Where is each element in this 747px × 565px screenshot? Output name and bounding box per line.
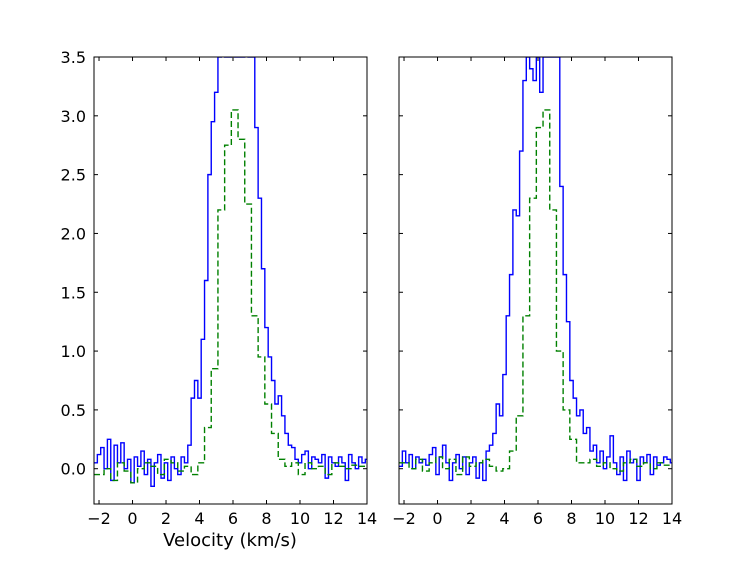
- x-tick-label: 12: [628, 509, 648, 528]
- y-tick-label: 2.0: [61, 224, 86, 243]
- x-tick-label: 8: [261, 509, 271, 528]
- y-tick-label: 0.0: [61, 460, 86, 479]
- x-tick-label: −2: [392, 509, 416, 528]
- x-tick-label: 2: [161, 509, 171, 528]
- x-tick-label: 4: [194, 509, 204, 528]
- plot-frame: [398, 56, 673, 505]
- y-tick-label: 1.0: [61, 342, 86, 361]
- x-tick-label: 6: [228, 509, 238, 528]
- x-tick-label: 8: [566, 509, 576, 528]
- x-tick-label: 12: [323, 509, 343, 528]
- plot-frame: [93, 56, 368, 505]
- x-tick-label: −2: [87, 509, 111, 528]
- series-line-solid: [94, 57, 367, 488]
- series-line-solid: [399, 57, 672, 482]
- series-group: [399, 57, 672, 482]
- y-tick-label: 1.5: [61, 283, 86, 302]
- chart-panel-right: −2 0 2 4 6 8 10 12 14: [392, 56, 682, 528]
- x-tick-label: 0: [127, 509, 137, 528]
- x-tick-label: 14: [662, 509, 682, 528]
- x-tick-label: 4: [499, 509, 509, 528]
- y-tick-label: 2.5: [61, 166, 86, 185]
- series-line-dashed: [399, 109, 672, 476]
- y-tick-label: 0.5: [61, 401, 86, 420]
- x-axis-label: Velocity (km/s): [163, 530, 297, 551]
- x-tick-label: 6: [533, 509, 543, 528]
- x-tick-label: 0: [432, 509, 442, 528]
- x-tick-label: 14: [357, 509, 377, 528]
- y-tick-label: 3.5: [61, 48, 86, 67]
- series-group: [94, 57, 367, 488]
- x-tick-label: 2: [466, 509, 476, 528]
- series-line-dashed: [94, 109, 367, 484]
- x-tick-label: 10: [290, 509, 310, 528]
- chart-panel-left: −2 0 2 4 6 8 10 12 14 0.0 0.5 1.0 1.5 2.0 2.5 3.0 3.5 Vel…: [61, 48, 378, 551]
- x-tick-label: 10: [595, 509, 615, 528]
- y-tick-label: 3.0: [61, 107, 86, 126]
